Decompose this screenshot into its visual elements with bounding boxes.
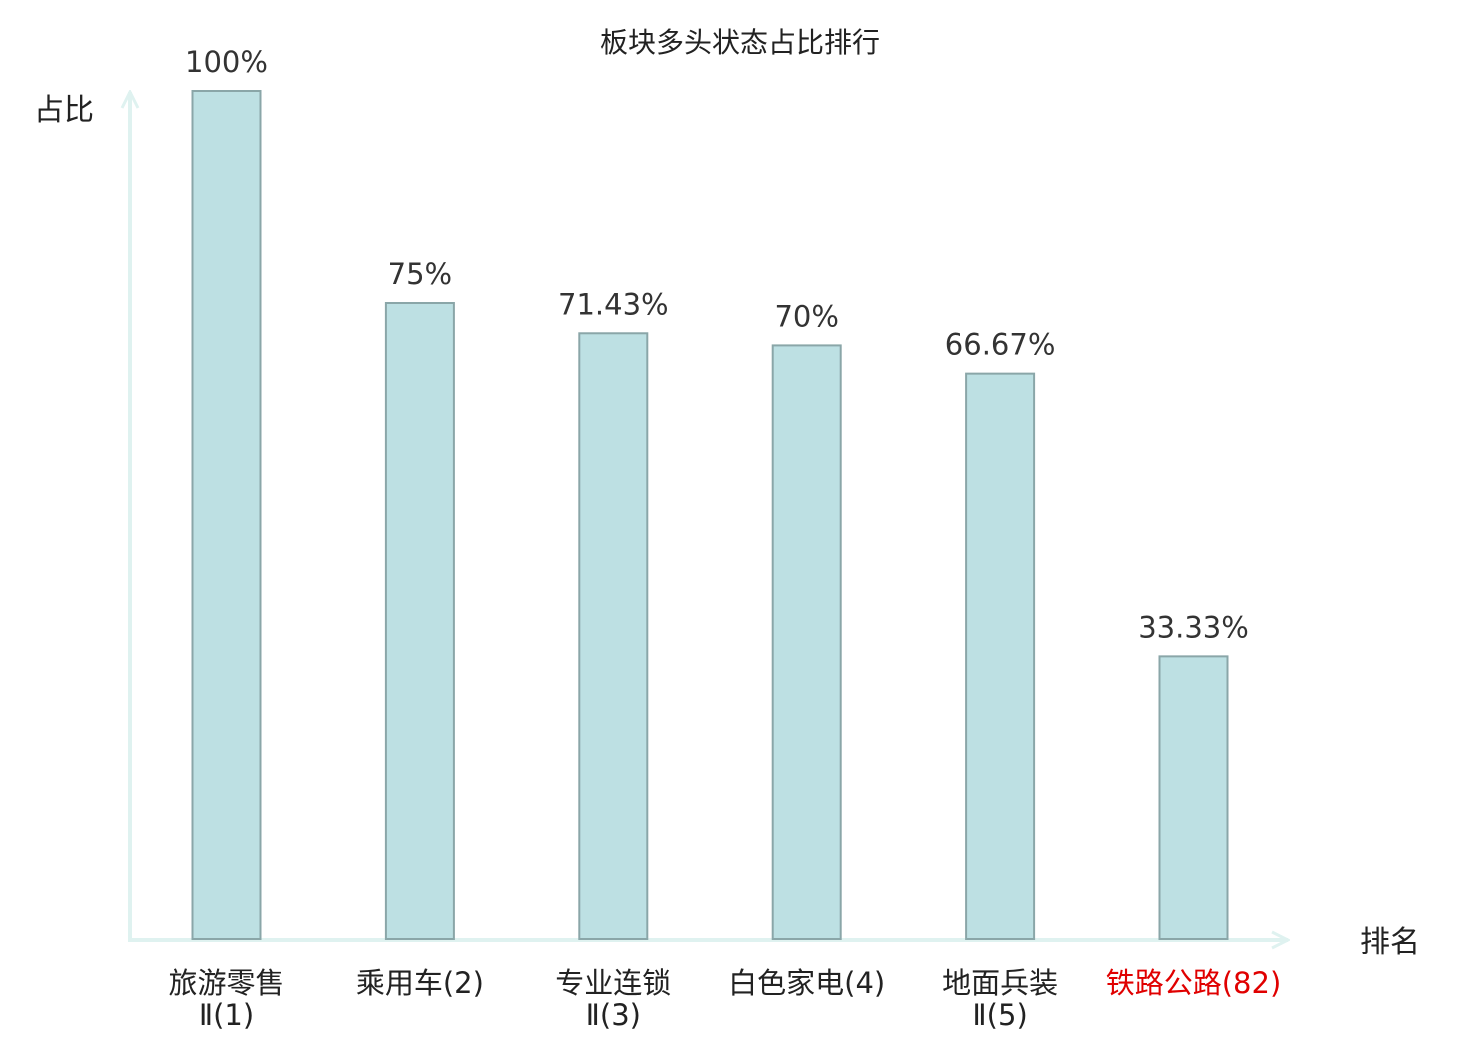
bars-group — [191, 90, 1229, 940]
category-tick-label: 白色家电(4) — [728, 966, 885, 1000]
category-tick-label: Ⅱ(1) — [199, 998, 254, 1032]
chart-title: 板块多头状态占比排行 — [600, 26, 880, 59]
data-label: 70% — [774, 299, 838, 333]
category-tick-label: 旅游零售 — [168, 966, 284, 1000]
category-tick-label: 地面兵装 — [942, 966, 1058, 1000]
bar — [578, 332, 649, 940]
category-tick-label: 乘用车(2) — [356, 966, 484, 1000]
data-label: 71.43% — [558, 287, 669, 321]
bar — [1158, 655, 1229, 940]
data-label: 66.67% — [945, 328, 1056, 362]
bar — [771, 344, 842, 940]
bar — [384, 302, 455, 940]
y-axis-label: 占比 — [34, 93, 94, 128]
bar — [965, 372, 1036, 940]
x-axis-label: 排名 — [1360, 925, 1420, 960]
value-labels-group: 100% 75% 71.43% 70% 66.67% 33.33% — [185, 45, 1249, 644]
data-label: 100% — [185, 45, 268, 79]
category-tick-label: 铁路公路(82) — [1106, 966, 1282, 1000]
data-label: 33.33% — [1138, 610, 1249, 644]
category-tick-label: 专业连锁 — [555, 966, 671, 1000]
category-tick-label: Ⅱ(5) — [972, 998, 1027, 1032]
category-tick-label: Ⅱ(3) — [586, 998, 641, 1032]
bar — [191, 90, 262, 940]
data-label: 75% — [388, 257, 452, 291]
